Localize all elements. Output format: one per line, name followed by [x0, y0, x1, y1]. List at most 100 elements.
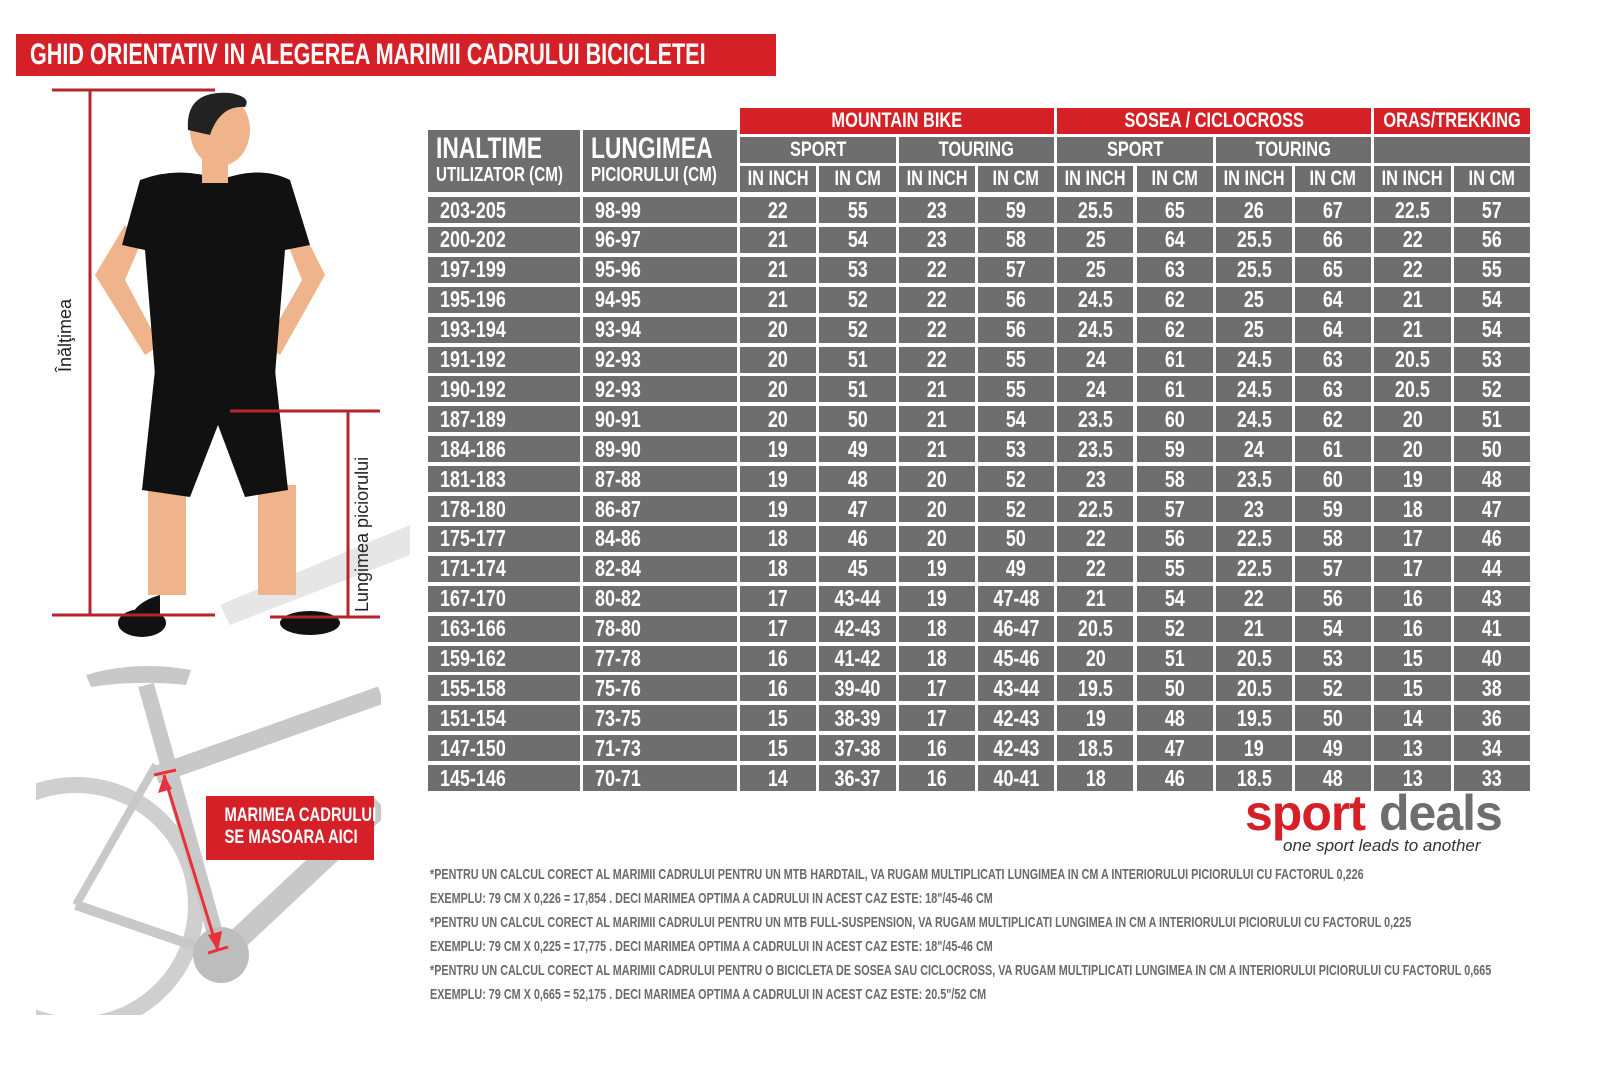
size-cell: 62: [1295, 406, 1372, 433]
size-cell: 22: [1215, 585, 1293, 612]
size-cell-text: 22: [1085, 525, 1106, 552]
height-cell: 163-166: [428, 615, 580, 642]
size-cell-text: 19.5: [1077, 675, 1113, 701]
height-cell: 175-177: [428, 525, 580, 552]
size-cell-text: 25.5: [1236, 256, 1272, 283]
height-cell: 171-174: [428, 555, 580, 582]
size-cell-text: 21: [1085, 585, 1106, 612]
size-cell: 24.5: [1215, 406, 1293, 433]
height-cell-text: 147-150: [440, 735, 506, 761]
size-cell-text: 54: [1164, 585, 1185, 612]
size-cell-text: 56: [1481, 226, 1502, 253]
size-cell-text: 15: [1402, 675, 1423, 701]
size-cell-text: 25: [1243, 286, 1264, 313]
height-cell: 195-196: [428, 286, 580, 313]
group-header-text: MOUNTAIN BIKE: [831, 109, 963, 132]
size-cell: 20: [898, 525, 975, 552]
height-cell-text: 203-205: [440, 197, 506, 223]
size-cell-text: 13: [1402, 735, 1423, 761]
size-cell: 55: [977, 376, 1055, 403]
size-cell: 55: [819, 197, 896, 223]
size-cell-text: 13: [1402, 765, 1423, 791]
size-cell-text: 24.5: [1236, 376, 1272, 402]
size-cell-text: 21: [926, 376, 947, 402]
size-cell: 24.5: [1057, 286, 1134, 313]
height-cell-text: 145-146: [440, 765, 506, 791]
size-cell: 25.5: [1057, 197, 1134, 223]
size-cell: 55: [1453, 256, 1530, 283]
size-cell: 62: [1136, 286, 1213, 313]
size-cell: 46: [1136, 765, 1213, 792]
size-cell-text: 65: [1164, 197, 1185, 223]
size-cell-text: 53: [1006, 436, 1027, 462]
leg-length-cell: 89-90: [583, 436, 737, 463]
size-cell-text: 19: [926, 555, 947, 582]
size-cell: 58: [977, 226, 1055, 253]
height-cell-text: 187-189: [440, 406, 506, 432]
size-cell-text: 25.5: [1077, 197, 1113, 223]
size-cell-text: 22.5: [1077, 496, 1113, 522]
size-cell-text: 16: [1402, 585, 1423, 612]
leg-length-cell: 96-97: [583, 226, 737, 253]
size-cell: 24: [1057, 346, 1134, 373]
size-cell-text: 20: [926, 496, 947, 522]
size-cell: 25: [1215, 286, 1293, 313]
size-cell-text: 46: [1164, 765, 1185, 791]
size-cell-text: 14: [1402, 705, 1423, 731]
page-title-banner: GHID ORIENTATIV IN ALEGEREA MARIMII CADR…: [16, 34, 776, 76]
size-cell-text: 24.5: [1236, 406, 1272, 432]
size-cell: 19: [1215, 735, 1293, 762]
size-cell: 15: [1374, 645, 1451, 672]
size-cell: 19: [898, 555, 975, 582]
size-cell: 23: [1057, 466, 1134, 493]
leg-length-cell-text: 82-84: [595, 555, 641, 582]
size-cell: 57: [1453, 197, 1530, 223]
size-cell: 23: [898, 226, 975, 253]
group-header: MOUNTAIN BIKE: [740, 108, 1055, 134]
size-cell-text: 22: [1085, 555, 1106, 582]
height-cell-text: 191-192: [440, 346, 506, 373]
size-cell: 52: [1136, 615, 1213, 642]
leg-length-cell-text: 70-71: [595, 765, 641, 791]
unit-header-text: IN INCH: [906, 167, 968, 190]
size-cell: 22: [1374, 226, 1451, 253]
unit-header-text: IN CM: [834, 167, 881, 190]
size-cell-text: 18: [768, 525, 789, 552]
size-cell: 56: [1136, 525, 1213, 552]
size-cell-text: 18: [768, 555, 789, 582]
size-cell: 19.5: [1057, 675, 1134, 702]
height-cell: 181-183: [428, 466, 580, 493]
size-cell-text: 20: [768, 316, 789, 343]
size-cell: 61: [1136, 376, 1213, 403]
size-cell-text: 57: [1481, 197, 1502, 223]
size-cell-text: 47: [1164, 735, 1185, 761]
leg-length-cell-text: 77-78: [595, 645, 641, 672]
size-cell-text: 36-37: [834, 765, 881, 791]
unit-header: IN INCH: [1374, 166, 1451, 192]
size-cell: 19: [740, 436, 817, 463]
size-cell: 16: [898, 765, 975, 792]
size-cell-text: 23.5: [1077, 406, 1113, 432]
size-cell: 56: [977, 286, 1055, 313]
size-cell: 17: [1374, 555, 1451, 582]
size-cell: 16: [898, 735, 975, 762]
size-cell-text: 56: [1006, 286, 1027, 313]
size-cell: 41-42: [819, 645, 896, 672]
size-cell: 21: [1374, 316, 1451, 343]
size-cell-text: 52: [1006, 496, 1027, 522]
right-shoe: [280, 611, 340, 635]
size-cell: 53: [977, 436, 1055, 463]
height-cell: 178-180: [428, 496, 580, 522]
size-cell: 22: [898, 286, 975, 313]
size-cell-text: 17: [768, 615, 789, 642]
size-cell: 19: [1057, 705, 1134, 732]
size-cell: 50: [1453, 436, 1530, 463]
size-cell: 17: [898, 705, 975, 732]
height-cell: 191-192: [428, 346, 580, 373]
size-cell-text: 17: [768, 585, 789, 612]
leg-length-cell: 82-84: [583, 555, 737, 582]
leg-length-cell-text: 80-82: [595, 585, 641, 612]
size-cell: 34: [1453, 735, 1530, 762]
footnote: *PENTRU UN CALCUL CORECT AL MARIMII CADR…: [430, 914, 1412, 931]
unit-header-text: IN INCH: [1064, 167, 1126, 190]
